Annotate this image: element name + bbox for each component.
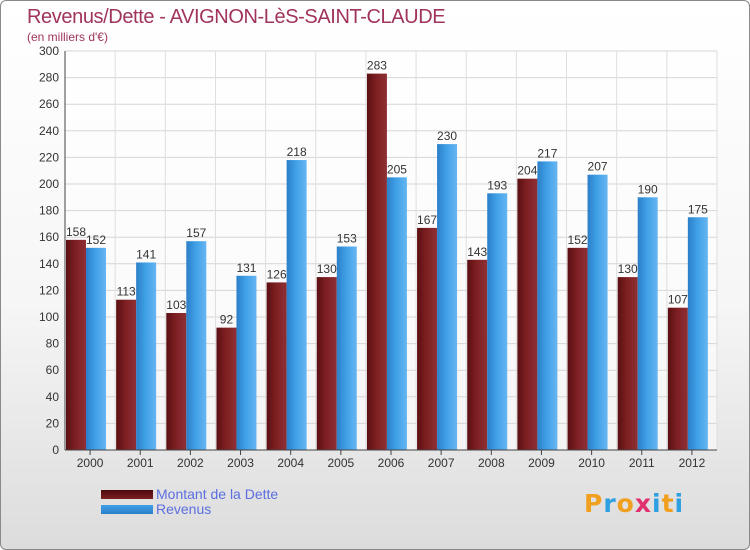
data-label-revenus: 175 [688,202,708,216]
x-tick-label: 2010 [578,456,605,470]
bar-dette [266,282,287,450]
x-tick-label: 2001 [127,456,154,470]
data-label-dette: 92 [220,313,234,327]
data-label-revenus: 205 [387,162,407,176]
bar-revenus [186,241,207,450]
data-label-revenus: 152 [86,233,106,247]
bar-dette [517,178,538,450]
legend-label-dette: Montant de la Dette [156,486,279,502]
y-tick-label: 20 [46,416,60,430]
x-tick-label: 2012 [679,456,706,470]
x-tick-label: 2002 [177,456,204,470]
bar-dette [617,277,638,450]
logo-letter: P [584,489,604,518]
chart-title: Revenus/Dette - AVIGNON-LèS-SAINT-CLAUDE [27,6,446,28]
data-label-dette: 158 [66,225,86,239]
data-label-revenus: 217 [537,146,557,160]
x-tick-label: 2003 [227,456,254,470]
bar-revenus [136,262,157,450]
bar-revenus [236,275,257,450]
data-label-dette: 167 [417,213,437,227]
bar-revenus [537,161,558,450]
data-label-revenus: 131 [236,261,256,275]
x-tick-label: 2000 [77,456,104,470]
bar-dette [216,327,237,450]
bar-revenus [86,247,106,450]
y-tick-label: 240 [39,124,59,138]
bar-revenus [386,177,407,450]
x-tick-label: 2011 [629,456,655,470]
data-label-revenus: 230 [437,129,457,143]
data-label-dette: 130 [317,262,337,276]
data-label-dette: 204 [517,164,537,178]
bar-dette [467,259,488,450]
y-tick-label: 200 [39,177,59,191]
bar-dette [166,313,187,450]
data-label-dette: 143 [467,245,487,259]
y-tick-label: 260 [39,97,59,111]
data-label-revenus: 190 [638,182,658,196]
logo-letter: i [652,489,662,518]
legend-swatch-dette [101,490,153,499]
data-label-dette: 130 [618,262,638,276]
data-label-dette: 152 [568,233,588,247]
logo-letter: t [661,489,675,518]
bar-revenus [286,160,307,450]
x-tick-label: 2009 [528,456,555,470]
y-tick-label: 300 [39,44,59,58]
proxiti-logo: Proxiti [584,489,684,518]
bar-revenus [687,217,708,450]
chart-subtitle: (en milliers d'€) [27,30,108,44]
bar-revenus [587,174,608,450]
bar-revenus [437,144,458,450]
bar-dette [567,247,588,450]
logo-letter: o [616,489,635,518]
x-tick-label: 2004 [277,456,304,470]
bar-dette [417,227,438,450]
y-tick-label: 280 [39,71,59,85]
data-label-dette: 126 [267,267,287,281]
y-tick-label: 140 [39,257,59,271]
bar-revenus [637,197,658,450]
y-tick-label: 180 [39,204,59,218]
logo-letter: i [674,489,685,518]
y-tick-label: 220 [39,150,59,164]
y-tick-label: 160 [39,230,59,244]
data-label-revenus: 141 [136,247,156,261]
x-tick-label: 2005 [327,456,354,470]
data-label-dette: 283 [367,59,387,73]
bar-revenus [336,246,357,450]
legend-swatch-revenus [101,505,153,514]
bar-dette [667,307,688,450]
data-label-revenus: 207 [588,160,608,174]
data-label-revenus: 193 [487,178,507,192]
y-tick-label: 80 [46,337,60,351]
y-tick-label: 60 [46,363,60,377]
data-label-dette: 103 [166,298,186,312]
y-tick-label: 100 [39,310,59,324]
bar-dette [66,239,86,450]
y-tick-label: 0 [52,443,59,457]
logo-letter: x [634,489,652,518]
y-tick-label: 120 [39,283,59,297]
x-tick-label: 2007 [428,456,455,470]
bar-revenus [487,193,508,450]
bar-dette [316,277,337,450]
bar-dette [366,73,387,451]
data-label-revenus: 157 [186,226,206,240]
legend-label-revenus: Revenus [156,501,212,517]
bar-dette [116,299,137,450]
x-tick-label: 2006 [378,456,405,470]
data-label-dette: 107 [668,293,688,307]
logo-letter: r [603,489,617,518]
data-label-dette: 113 [117,285,136,299]
data-label-revenus: 218 [287,145,307,159]
y-tick-label: 40 [46,390,60,404]
x-tick-label: 2008 [478,456,505,470]
data-label-revenus: 153 [337,232,357,246]
